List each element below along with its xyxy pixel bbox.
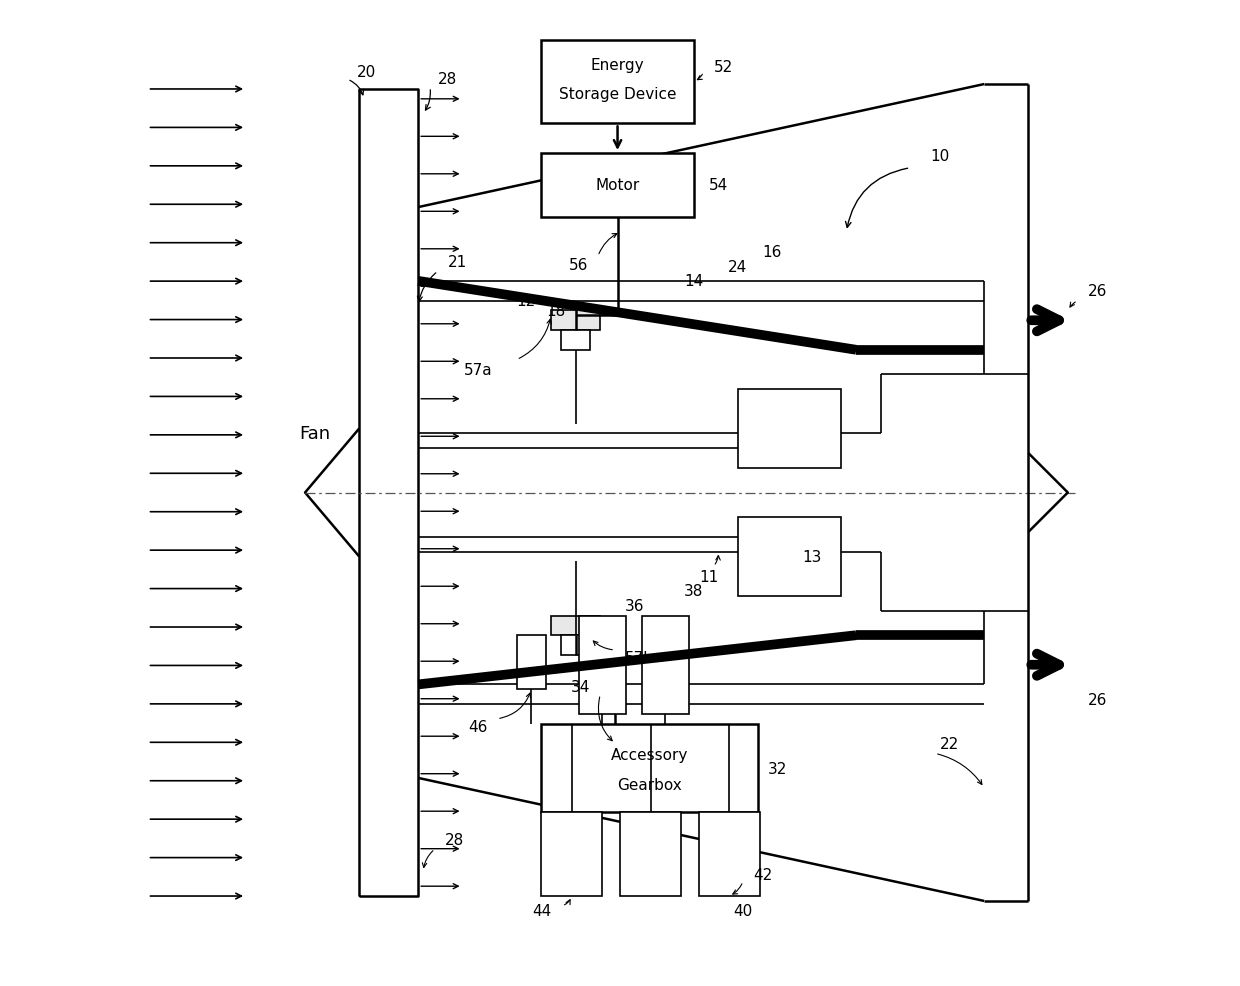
Text: 56: 56	[569, 257, 588, 272]
Bar	[738, 389, 842, 468]
Bar	[698, 812, 760, 896]
Bar	[542, 812, 603, 896]
Bar	[517, 636, 546, 689]
Bar	[560, 330, 590, 350]
Text: 18: 18	[546, 304, 565, 318]
Bar	[551, 312, 600, 330]
Text: 46: 46	[467, 720, 487, 735]
Text: 26: 26	[1087, 692, 1107, 707]
Bar	[542, 154, 694, 218]
Text: 10: 10	[930, 149, 950, 165]
Text: 44: 44	[532, 903, 551, 918]
Bar	[579, 616, 626, 714]
Text: Energy: Energy	[590, 58, 645, 73]
Text: 20: 20	[357, 65, 377, 80]
Bar	[738, 518, 842, 597]
Bar	[641, 616, 689, 714]
Bar	[542, 40, 694, 124]
Text: 11: 11	[699, 569, 718, 584]
Text: 24: 24	[728, 259, 748, 274]
Text: 57b: 57b	[625, 651, 653, 666]
Text: 34: 34	[572, 679, 590, 694]
Text: Gearbox: Gearbox	[618, 777, 682, 792]
Text: Motor: Motor	[595, 178, 640, 193]
Text: 28: 28	[438, 72, 458, 87]
Text: 14: 14	[684, 274, 703, 289]
Text: 42: 42	[753, 867, 773, 882]
Text: 21: 21	[448, 254, 467, 269]
Text: 36: 36	[625, 599, 645, 613]
Text: 52: 52	[713, 60, 733, 75]
Text: 28: 28	[445, 832, 464, 848]
Text: Storage Device: Storage Device	[559, 88, 676, 103]
Text: 40: 40	[733, 903, 753, 918]
Bar	[551, 616, 600, 636]
Text: 54: 54	[708, 178, 728, 193]
Text: 16: 16	[763, 245, 782, 259]
Text: Fan: Fan	[299, 425, 330, 443]
Text: 12: 12	[517, 294, 536, 309]
Bar	[560, 636, 590, 656]
Text: 32: 32	[768, 761, 787, 776]
Text: 57a: 57a	[464, 363, 492, 378]
Text: 26: 26	[1087, 284, 1107, 299]
Text: Accessory: Accessory	[611, 747, 688, 762]
Text: 13: 13	[802, 549, 822, 564]
Bar	[542, 724, 758, 812]
Bar	[620, 812, 681, 896]
Text: 38: 38	[684, 584, 703, 599]
Text: 22: 22	[940, 737, 960, 751]
